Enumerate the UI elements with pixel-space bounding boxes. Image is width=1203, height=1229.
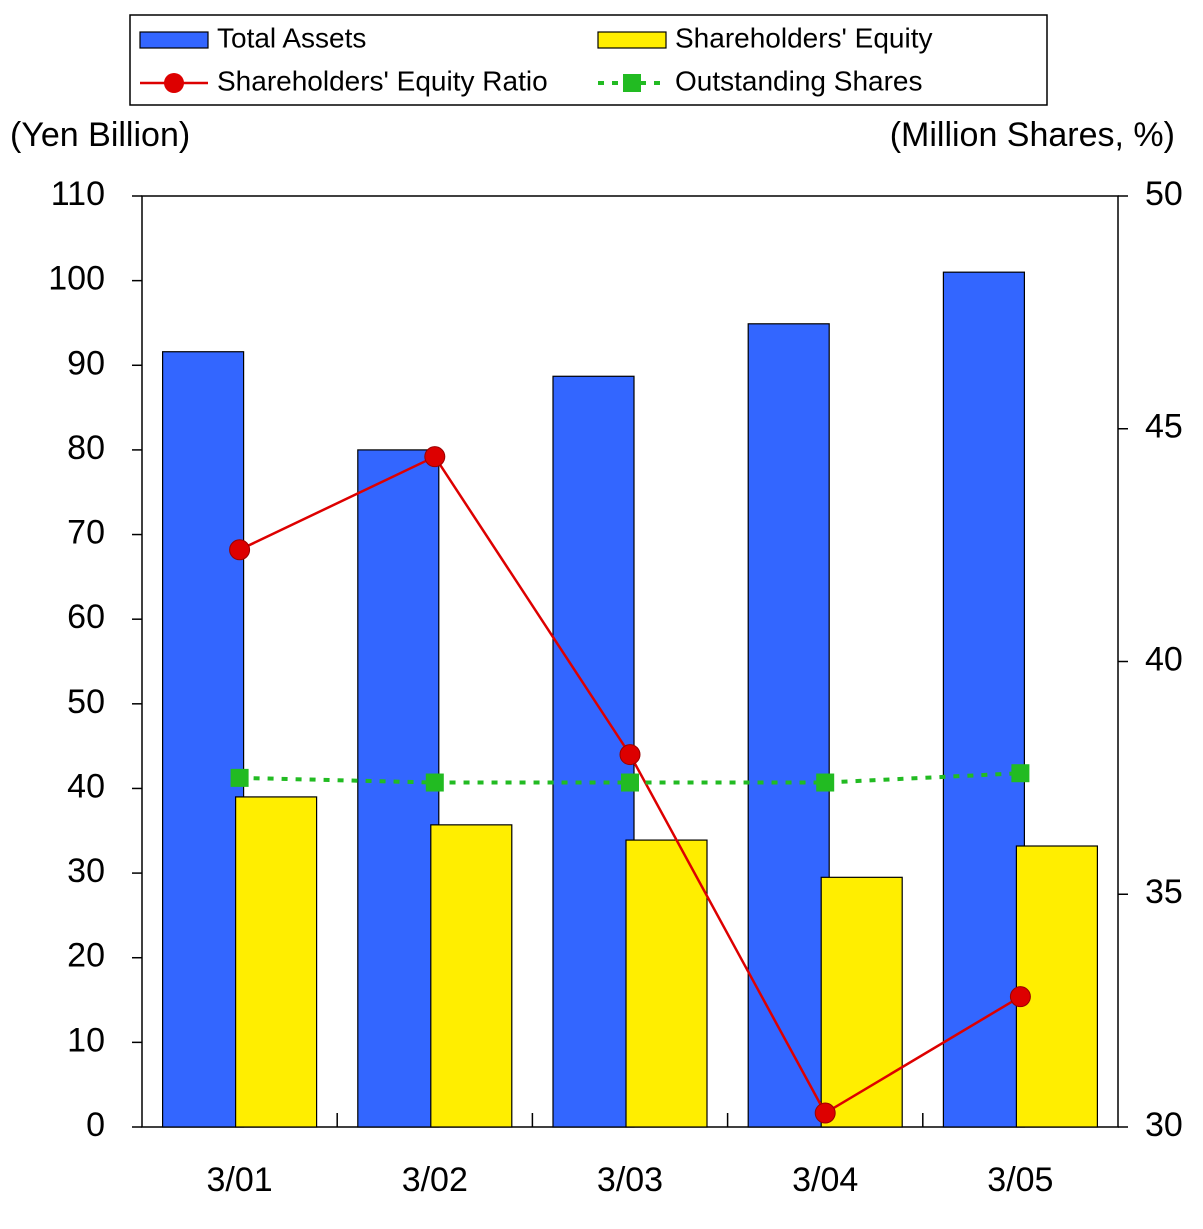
marker [425, 773, 444, 792]
y2-axis-label: (Million Shares, %) [890, 116, 1175, 154]
y-tick-label: 20 [67, 937, 105, 975]
marker [816, 773, 835, 792]
marker [1009, 986, 1031, 1008]
legend-marker [623, 74, 641, 92]
marker [814, 1102, 836, 1124]
bar [820, 876, 903, 1128]
y-axis-label: (Yen Billion) [10, 116, 190, 154]
legend-marker [164, 73, 184, 93]
marker [230, 768, 249, 787]
y-tick-label: 10 [67, 1021, 105, 1059]
bar [625, 839, 708, 1128]
x-tick-label: 3/03 [597, 1161, 663, 1199]
y-tick-label: 50 [67, 683, 105, 721]
bar [942, 271, 1026, 1128]
y-tick-label: 0 [86, 1106, 105, 1144]
bar [162, 351, 245, 1128]
y-tick-label: 30 [67, 852, 105, 890]
legend-label: Outstanding Shares [675, 65, 923, 96]
legend-label: Shareholders' Equity Ratio [217, 65, 548, 96]
marker [229, 539, 251, 561]
y-tick-label: 80 [67, 429, 105, 467]
marker [621, 773, 639, 792]
y-tick-label: 70 [67, 514, 105, 552]
legend-label: Total Assets [217, 22, 366, 53]
legend-box [129, 14, 1048, 106]
bar [747, 323, 830, 1128]
y2-tick-label: 45 [1145, 408, 1183, 446]
y2-tick-label: 40 [1145, 640, 1183, 678]
series-line [239, 771, 1021, 785]
legend-label: Shareholders' Equity [675, 22, 933, 53]
y-tick-label: 60 [67, 598, 105, 636]
marker [1011, 764, 1030, 783]
legend-swatch [139, 31, 209, 49]
marker [424, 446, 446, 468]
x-tick-label: 3/01 [207, 1161, 273, 1199]
x-tick-label: 3/04 [792, 1161, 858, 1199]
legend-swatch [597, 31, 667, 49]
bar [1015, 845, 1099, 1128]
bar [235, 796, 318, 1128]
y-tick-label: 110 [51, 175, 105, 213]
y2-tick-label: 50 [1145, 175, 1183, 213]
y-tick-label: 100 [48, 260, 105, 298]
bar [430, 824, 513, 1128]
y2-tick-label: 35 [1145, 873, 1183, 911]
x-tick-label: 3/02 [402, 1161, 468, 1199]
y2-tick-label: 30 [1145, 1106, 1183, 1144]
y-tick-label: 90 [67, 344, 105, 382]
y-tick-label: 40 [67, 767, 105, 805]
x-tick-label: 3/05 [987, 1161, 1053, 1199]
marker [619, 744, 641, 766]
bar [357, 449, 440, 1128]
